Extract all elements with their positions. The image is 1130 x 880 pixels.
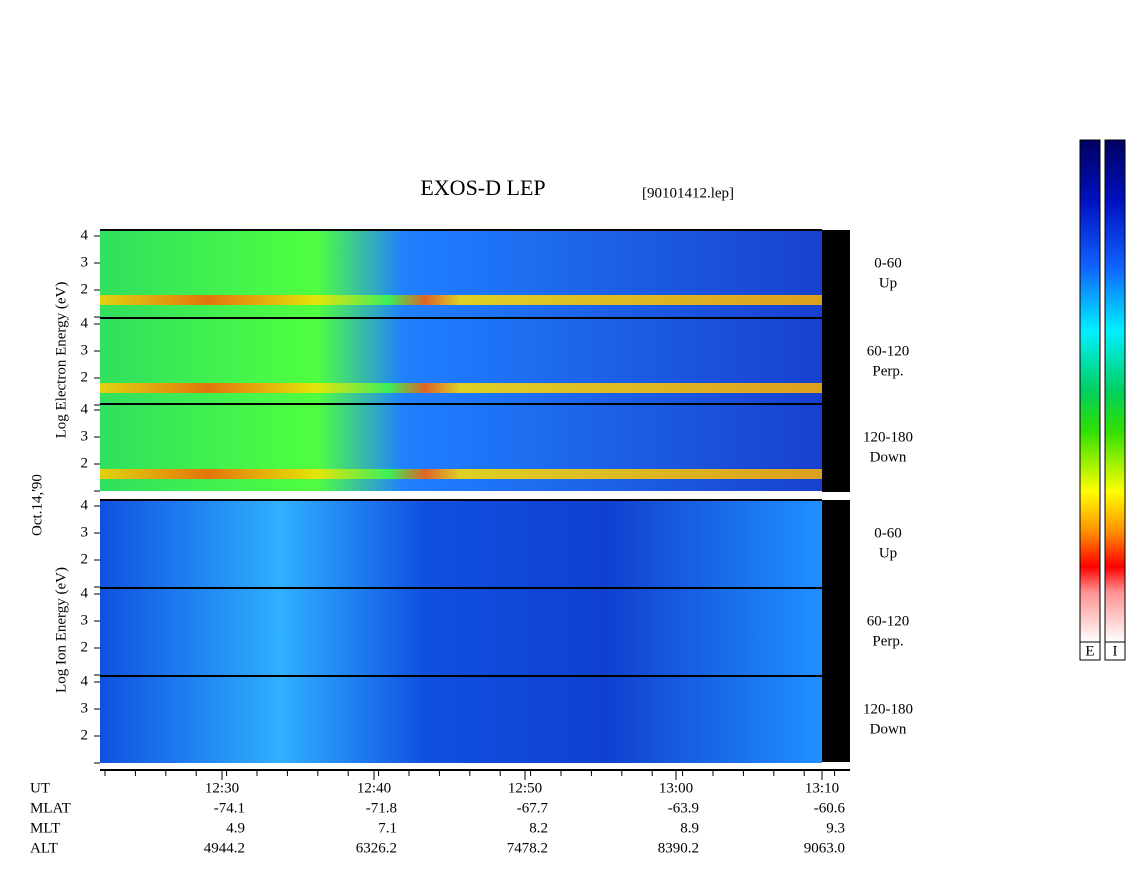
- panel-label: Down: [870, 449, 907, 465]
- ephemeris-value: -63.9: [668, 800, 699, 816]
- colorbar-label: E: [1085, 643, 1094, 659]
- spectrogram: [100, 500, 822, 587]
- panel-label: 120-180: [863, 429, 913, 445]
- y-tick-label: 4: [81, 673, 89, 689]
- date: Oct.14,'90: [29, 474, 45, 536]
- ephemeris-value: -74.1: [214, 800, 245, 816]
- x-tick-label: 12:40: [357, 780, 391, 796]
- panel-label: 60-120: [867, 343, 910, 359]
- y-tick-label: 3: [81, 524, 89, 540]
- no-data: [822, 230, 850, 492]
- panel-label: Up: [879, 545, 897, 561]
- y-tick-label: 2: [81, 551, 89, 567]
- panel-label: Perp.: [872, 363, 903, 379]
- x-tick-label: 12:50: [508, 780, 542, 796]
- spectrogram-band: [100, 295, 822, 305]
- y-tick-label: 3: [81, 700, 89, 716]
- row-label: ALT: [30, 840, 58, 856]
- ephemeris-value: 6326.2: [356, 840, 397, 856]
- title: EXOS-D LEP: [420, 175, 545, 200]
- row-label: MLT: [30, 820, 60, 836]
- no-data: [822, 500, 850, 762]
- y-tick-label: 2: [81, 369, 89, 385]
- x-tick-label: 12:30: [205, 780, 239, 796]
- colorbar: [1079, 139, 1101, 643]
- panel-label: 0-60: [874, 255, 902, 271]
- y-tick-label: 2: [81, 639, 89, 655]
- y-tick-label: 4: [81, 315, 89, 331]
- panel-label: Down: [870, 721, 907, 737]
- y-tick-label: 2: [81, 281, 89, 297]
- panel-label: 60-120: [867, 613, 910, 629]
- panel-label: 120-180: [863, 701, 913, 717]
- y-tick-label: 2: [81, 455, 89, 471]
- row-label: UT: [30, 780, 50, 796]
- file-name: [90101412.lep]: [642, 185, 734, 201]
- x-tick-label: 13:10: [805, 780, 839, 796]
- spectrogram-band: [100, 469, 822, 479]
- ephemeris-value: 9063.0: [804, 840, 845, 856]
- spectrogram: [100, 676, 822, 763]
- colorbar-label: I: [1113, 643, 1118, 659]
- ephemeris-value: 4.9: [226, 820, 245, 836]
- y-tick-label: 3: [81, 342, 89, 358]
- ephemeris-value: 7478.2: [507, 840, 548, 856]
- ephemeris-value: -67.7: [517, 800, 549, 816]
- ephemeris-value: 9.3: [826, 820, 845, 836]
- colorbar-label-box: [1079, 641, 1101, 661]
- panel-label: 0-60: [874, 525, 902, 541]
- spectrogram: [100, 588, 822, 675]
- ephemeris-value: 8390.2: [658, 840, 699, 856]
- panel-label: Up: [879, 275, 897, 291]
- colorbar-label-box: [1104, 641, 1126, 661]
- ephemeris-value: -71.8: [366, 800, 397, 816]
- y-tick-label: 3: [81, 428, 89, 444]
- y-tick-label: 4: [81, 585, 89, 601]
- ephemeris-value: -60.6: [814, 800, 846, 816]
- colorbar: [1104, 139, 1126, 643]
- y-tick-label: 2: [81, 727, 89, 743]
- row-label: MLAT: [30, 800, 71, 816]
- spectrogram-band: [100, 383, 822, 393]
- ephemeris-value: 8.9: [680, 820, 699, 836]
- panel-label: Perp.: [872, 633, 903, 649]
- y-tick-label: 4: [81, 401, 89, 417]
- ephemeris-value: 8.2: [529, 820, 548, 836]
- ephemeris-value: 4944.2: [204, 840, 245, 856]
- y-tick-label: 3: [81, 612, 89, 628]
- ephemeris-value: 7.1: [378, 820, 397, 836]
- y-tick-label: 4: [81, 227, 89, 243]
- y-tick-label: 3: [81, 254, 89, 270]
- axis-title: Log Electron Energy (eV): [53, 282, 69, 439]
- x-tick-label: 13:00: [659, 780, 693, 796]
- axis-title: Log Ion Energy (eV): [53, 567, 69, 693]
- y-tick-label: 4: [81, 497, 89, 513]
